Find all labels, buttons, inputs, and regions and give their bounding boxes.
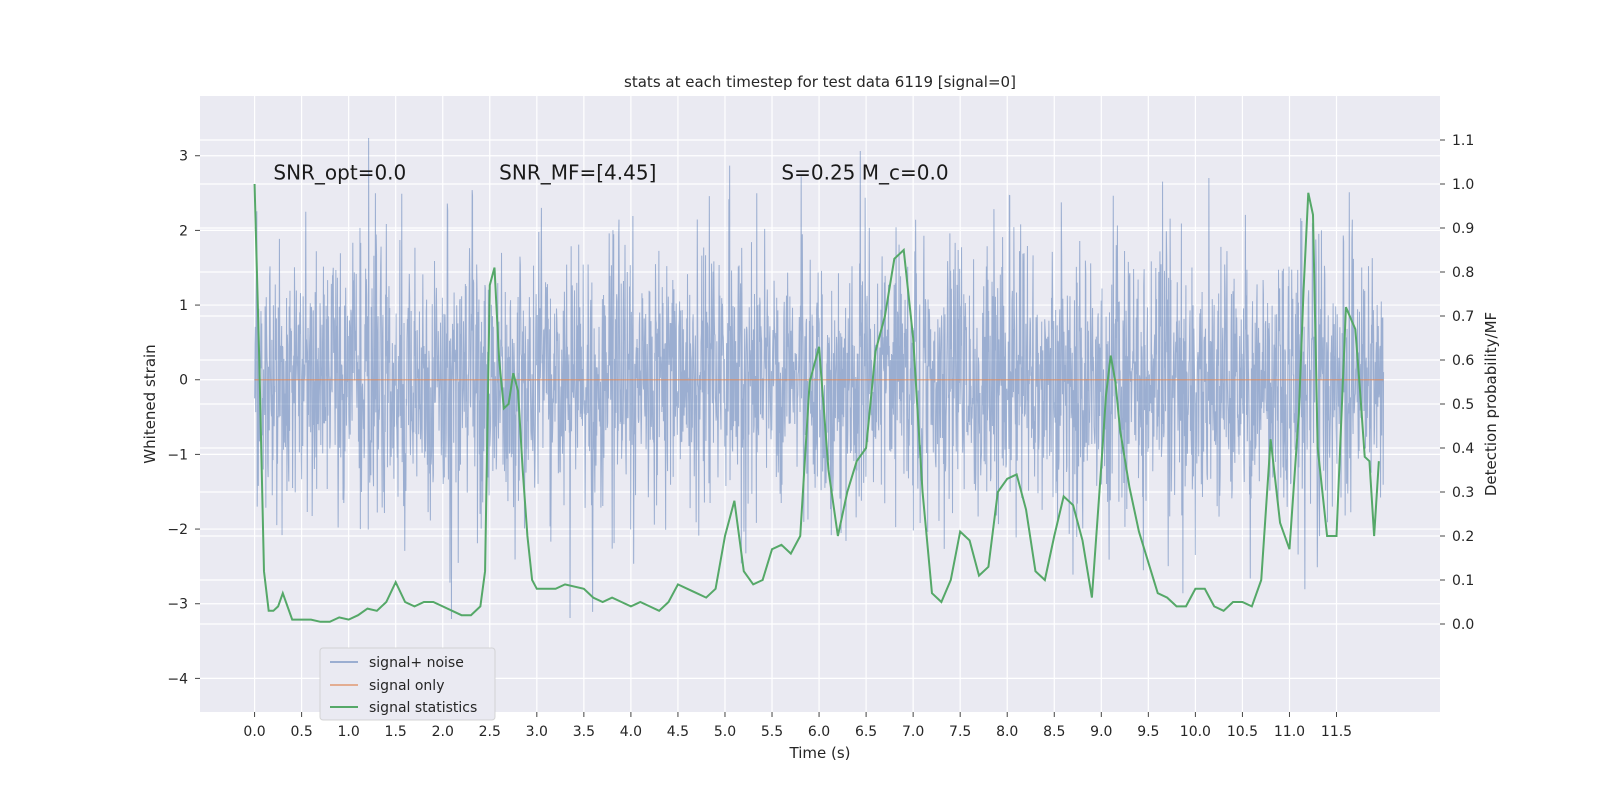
- y-right-tick-label-6: 0.6: [1452, 353, 1474, 369]
- x-axis-ticks: 0.0 0.5 1.0 1.5 2.0 2.5 3.0 3.5 4.0 4.5 5.0 5.5 6.0 6…: [243, 712, 1352, 740]
- x-axis-label: Time (s): [789, 744, 851, 762]
- x-tick-label-20: 10.0: [1180, 724, 1211, 740]
- legend-label-signal-only: signal only: [369, 678, 444, 694]
- y-right-tick-label-0: 0.0: [1452, 617, 1474, 633]
- x-tick-label-4: 2.0: [432, 724, 454, 740]
- noise-line: [254, 137, 1385, 620]
- x-tick-label-9: 4.5: [667, 724, 689, 740]
- x-tick-label-19: 9.5: [1137, 724, 1159, 740]
- y-right-tick-label-10: 1.0: [1452, 177, 1474, 193]
- legend-label-signal-statistics: signal statistics: [369, 700, 477, 716]
- y-right-tick-label-8: 0.8: [1452, 265, 1474, 281]
- annotation-2: S=0.25 M_c=0.0: [781, 161, 948, 185]
- x-tick-label-21: 10.5: [1227, 724, 1258, 740]
- chart-title: stats at each timestep for test data 611…: [624, 73, 1016, 91]
- x-tick-label-18: 9.0: [1090, 724, 1112, 740]
- series-signal-noise: [254, 137, 1385, 620]
- y-left-tick-label-7: 3: [179, 149, 188, 165]
- x-tick-label-16: 8.0: [996, 724, 1018, 740]
- x-tick-label-13: 6.5: [855, 724, 877, 740]
- series-signal-statistics: [253, 183, 1380, 623]
- y-left-axis-label: Whitened strain: [141, 344, 159, 463]
- y-right-tick-label-5: 0.5: [1452, 397, 1474, 413]
- x-tick-label-12: 6.0: [808, 724, 830, 740]
- y-right-tick-label-1: 0.1: [1452, 573, 1474, 589]
- legend-label-signal-noise: signal+ noise: [369, 655, 464, 671]
- x-tick-label-2: 1.0: [338, 724, 360, 740]
- y-right-tick-label-7: 0.7: [1452, 309, 1474, 325]
- legend: signal+ noise signal only signal statist…: [319, 647, 496, 721]
- y-left-tick-label-5: 1: [179, 298, 188, 314]
- x-tick-label-22: 11.0: [1274, 724, 1305, 740]
- x-tick-label-17: 8.5: [1043, 724, 1065, 740]
- x-tick-label-1: 0.5: [290, 724, 312, 740]
- y-left-tick-label-1: −3: [167, 597, 188, 613]
- x-tick-label-23: 11.5: [1321, 724, 1352, 740]
- x-tick-label-6: 3.0: [526, 724, 548, 740]
- x-tick-label-10: 5.0: [714, 724, 736, 740]
- y-right-axis-label: Detection probability/MF: [1482, 312, 1500, 496]
- x-tick-label-8: 4.0: [620, 724, 642, 740]
- y-right-axis-ticks: 0.0 0.1 0.2 0.3 0.4 0.5 0.6 0.7 0.8 0.9 1.0 1.1: [1440, 133, 1474, 633]
- x-tick-label-15: 7.5: [949, 724, 971, 740]
- y-right-tick-label-3: 0.3: [1452, 485, 1474, 501]
- y-left-tick-label-3: −1: [167, 447, 188, 463]
- y-right-tick-label-11: 1.1: [1452, 133, 1474, 149]
- y-right-tick-label-2: 0.2: [1452, 529, 1474, 545]
- y-left-axis-ticks: −4 −3 −2 −1 0 1 2 3: [167, 149, 200, 687]
- y-right-tick-label-4: 0.4: [1452, 441, 1474, 457]
- x-tick-label-5: 2.5: [479, 724, 501, 740]
- y-left-tick-label-4: 0: [179, 373, 188, 389]
- x-tick-label-14: 7.0: [902, 724, 924, 740]
- annotation-1: SNR_MF=[4.45]: [499, 161, 656, 185]
- signal-statistics-line: [253, 183, 1380, 623]
- annotation-0: SNR_opt=0.0: [273, 161, 406, 185]
- x-tick-label-11: 5.5: [761, 724, 783, 740]
- y-left-tick-label-2: −2: [167, 522, 188, 538]
- legend-box: [319, 647, 496, 721]
- x-tick-label-3: 1.5: [385, 724, 407, 740]
- annotations: SNR_opt=0.0 SNR_MF=[4.45] S=0.25 M_c=0.0: [273, 161, 948, 185]
- y-left-tick-label-6: 2: [179, 223, 188, 239]
- y-right-tick-label-9: 0.9: [1452, 221, 1474, 237]
- y-left-tick-label-0: −4: [167, 671, 188, 687]
- x-tick-label-0: 0.0: [243, 724, 265, 740]
- x-tick-label-7: 3.5: [573, 724, 595, 740]
